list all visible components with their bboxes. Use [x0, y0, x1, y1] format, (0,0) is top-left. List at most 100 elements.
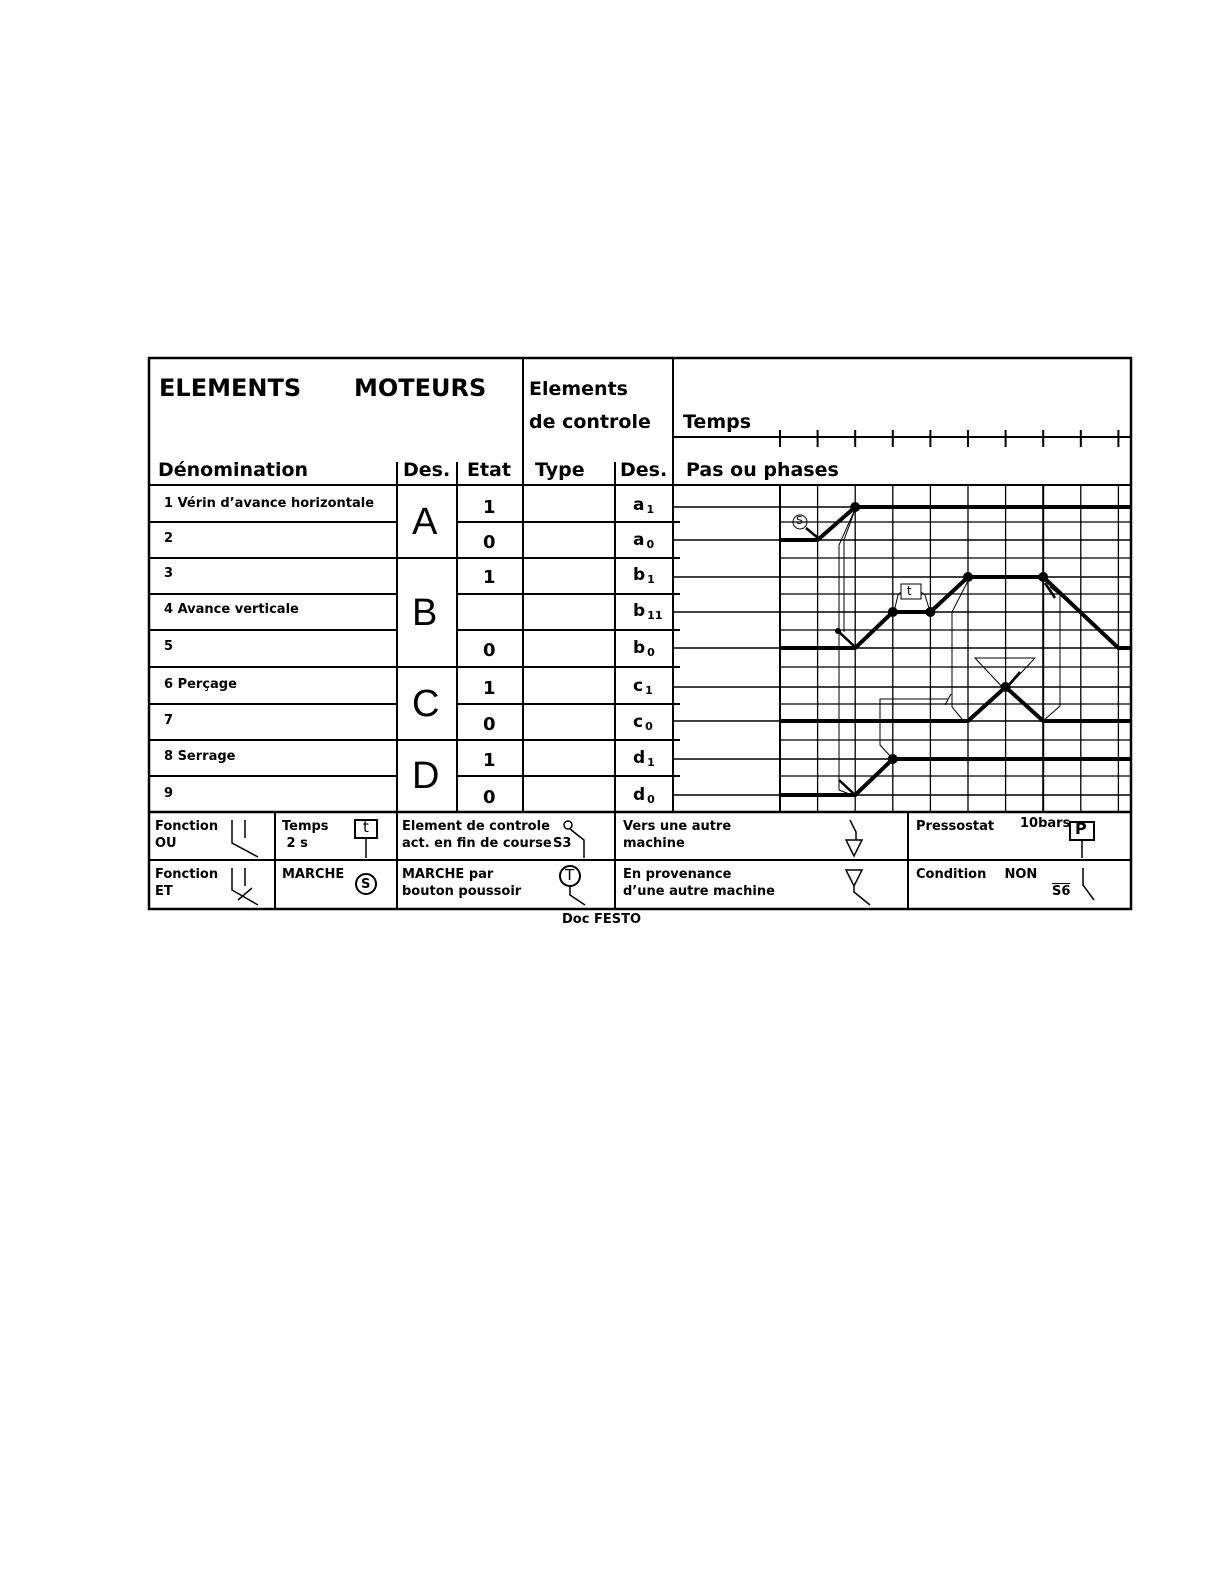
start-symbol-letter: S: [796, 514, 803, 527]
arrow-start: [805, 527, 819, 539]
source-caption: Doc FESTO: [562, 912, 641, 927]
sensor-index: 11: [647, 609, 663, 622]
legend-text: MARCHE: [282, 867, 345, 882]
legend-extra-s3: S3: [553, 836, 572, 851]
or-function-icon: [231, 820, 259, 858]
title-moteurs: MOTEURS: [354, 374, 487, 402]
step-dot: [963, 572, 973, 582]
etat-value: 1: [483, 497, 496, 518]
sensor-base: d: [633, 748, 646, 768]
col-phases: Pas ou phases: [686, 459, 839, 481]
timer-box: [900, 583, 922, 600]
arrow-d0: [838, 779, 855, 795]
start-icon: [355, 873, 377, 895]
etat-value: 0: [483, 532, 496, 553]
step-dot: [1038, 572, 1049, 582]
legend-text: Fonction OU: [155, 819, 219, 851]
actuator-letter: B: [412, 592, 438, 634]
etat-value: 0: [483, 787, 496, 808]
sensor-index: 1: [647, 573, 655, 586]
step-dot: [850, 502, 861, 512]
sensor-base: a: [633, 530, 645, 550]
sensor-index: 0: [646, 538, 655, 551]
etat-value: 1: [483, 567, 496, 588]
link-d1-to-c0: [879, 698, 948, 761]
from-other-machine-triangle: [973, 657, 1037, 691]
etat-value: 0: [483, 714, 496, 735]
signal-links: [792, 506, 1061, 796]
sensor-index: 0: [647, 646, 655, 659]
actuator-letter: D: [412, 755, 440, 797]
link-a1-to-d0: [838, 506, 857, 796]
control-title-1: Elements: [529, 378, 628, 400]
sensor-base: d: [633, 785, 646, 805]
sensor-base: c: [633, 676, 644, 696]
row-label: 9: [164, 786, 174, 801]
link-c0-to-b1: [1042, 586, 1061, 722]
legend-text: Condition NON: [916, 867, 1038, 882]
arrow-c1: [1007, 671, 1021, 687]
row-label: 3: [164, 566, 174, 581]
step-dot: [887, 754, 898, 764]
row-label: 5: [164, 639, 174, 654]
row-label: 6 Perçage: [164, 677, 237, 692]
col-etat: Etat: [467, 459, 511, 481]
step-dot: [887, 607, 898, 617]
row-label: 7: [164, 713, 174, 728]
row-label: 2: [164, 531, 174, 546]
col-denomination: Dénomination: [158, 459, 309, 481]
legend-text: Element de controle act. en fin de cours…: [402, 819, 552, 851]
and-tick: [944, 693, 952, 706]
actuator-letter: A: [412, 501, 438, 543]
sensor-index: 1: [645, 684, 653, 697]
limit-switch-icon: [563, 820, 573, 830]
etat-value: 1: [483, 750, 496, 771]
waveform-B: [780, 575, 1132, 650]
col-des: Des.: [403, 459, 451, 481]
sensor-base: b: [633, 638, 646, 658]
to-other-machine-icon: [844, 819, 864, 858]
legend-symbol-t2: T: [565, 866, 575, 884]
legend-text: Vers une autre machine: [623, 819, 732, 851]
actuator-letter: C: [412, 683, 440, 725]
waveform-A: [780, 505, 1132, 542]
link-b1-to-c0: [951, 576, 971, 720]
sensor-label: b 11: [633, 601, 663, 622]
start-symbol-circle: [792, 514, 808, 530]
legend-symbol-p: P: [1075, 819, 1087, 838]
legend-text: En provenance d’une autre machine: [623, 867, 775, 899]
push-button-icon-stem: [569, 886, 586, 906]
etat-value: 1: [483, 678, 496, 699]
not-condition-icon: [1082, 868, 1095, 901]
col-type: Type: [535, 459, 585, 481]
sensor-index: 0: [647, 793, 655, 806]
sensor-base: b: [633, 601, 646, 621]
legend-text: MARCHE par bouton poussoir: [402, 867, 522, 899]
etat-value: 0: [483, 640, 496, 661]
control-title-2: de controle: [529, 411, 651, 433]
legend-text: Fonction ET: [155, 867, 219, 899]
sensor-index: 1: [647, 756, 655, 769]
row-label: 1 Vérin d’avance horizontale: [164, 496, 375, 511]
sensor-base: a: [633, 495, 645, 515]
legend-extra-s6: S6: [1052, 884, 1071, 899]
timer-symbol-letter: t: [907, 584, 912, 598]
legend-symbol-s: S: [361, 877, 371, 892]
sensor-base: b: [633, 565, 646, 585]
arrow-b0: [837, 630, 855, 647]
step-dot: [1000, 682, 1011, 692]
limit-switch-icon-stem: [569, 828, 585, 858]
from-other-machine-icon: [844, 869, 871, 906]
timer-link-left: [893, 591, 902, 613]
legend-symbol-t: t: [363, 818, 369, 836]
sensor-index: 0: [645, 720, 653, 733]
